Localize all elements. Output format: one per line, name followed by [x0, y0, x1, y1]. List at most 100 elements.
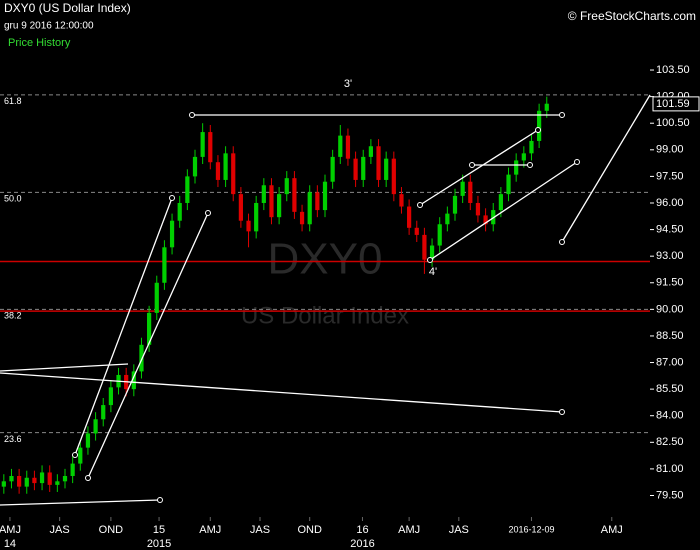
trend-line — [0, 499, 161, 506]
candle-body — [330, 156, 335, 182]
candle-body — [1, 481, 6, 487]
handle — [427, 257, 433, 263]
x-tick-label: AMJ — [0, 524, 21, 536]
candle-body — [315, 192, 320, 211]
y-tick-label: 99.00 — [656, 144, 684, 156]
candle-body — [544, 103, 549, 111]
candle-body — [338, 135, 343, 157]
candle-body — [284, 178, 289, 195]
fib-label: 50.0 — [4, 194, 22, 204]
y-tick-label: 81.00 — [656, 463, 684, 475]
y-tick-label: 93.00 — [656, 250, 684, 262]
candle-body — [292, 178, 297, 212]
candle-body — [514, 160, 519, 175]
candle-body — [78, 447, 83, 464]
candle-body — [299, 211, 305, 225]
candle-body — [200, 132, 205, 157]
handle — [205, 210, 211, 216]
watermark-subtitle: US Dollar Index — [241, 302, 409, 329]
candle-body — [452, 195, 458, 214]
handle — [527, 162, 533, 168]
copyright: © FreeStockCharts.com — [568, 9, 696, 23]
date: gru 9 2016 12:00:00 — [4, 21, 94, 32]
last-price-label: 101.59 — [656, 98, 690, 110]
x-tick-label: 15 — [153, 524, 165, 536]
x-tick-label: JAS — [250, 524, 270, 536]
x-tick-label: OND — [99, 524, 124, 536]
annotation: 3' — [344, 78, 352, 90]
y-tick-label: 88.50 — [656, 330, 684, 342]
candle-body — [93, 419, 98, 434]
x-year-label: 2015 — [147, 538, 171, 550]
fib-label: 38.2 — [4, 311, 22, 321]
candle-body — [437, 224, 442, 246]
candle-body — [361, 156, 366, 180]
handle — [169, 195, 175, 201]
trend-line — [0, 363, 129, 372]
y-tick-label: 94.50 — [656, 223, 684, 235]
candle-body — [131, 371, 136, 390]
candle-body — [108, 387, 113, 406]
candle-body — [223, 153, 228, 180]
candle-body — [238, 194, 243, 221]
y-tick-label: 79.50 — [656, 489, 684, 501]
candle-body — [17, 475, 22, 487]
candle-body — [39, 472, 45, 484]
candle-body — [139, 344, 144, 372]
trend-lines — [0, 94, 651, 506]
x-year-label: 2016 — [350, 538, 374, 550]
candle-body — [62, 475, 68, 482]
trend-line — [0, 372, 563, 413]
candle-body — [277, 194, 282, 218]
trend-line — [561, 94, 651, 243]
annotation: 4' — [429, 266, 437, 278]
candle-body — [307, 192, 312, 225]
y-tick-label: 103.50 — [656, 64, 690, 76]
candle-body — [483, 215, 488, 225]
trend-line — [429, 161, 578, 261]
chart-title: DXY0 (US Dollar Index) — [4, 1, 131, 15]
candle-body — [177, 202, 182, 221]
candle-body — [261, 185, 266, 203]
candle-body — [407, 206, 412, 228]
candle-body — [506, 174, 511, 195]
candle-body — [445, 213, 450, 225]
candle-body — [231, 153, 236, 195]
candle-body — [101, 405, 106, 420]
candle-body — [414, 227, 419, 235]
x-tick-label: 16 — [356, 524, 368, 536]
candle-body — [429, 245, 435, 260]
candle-body — [353, 158, 358, 180]
y-tick-label: 82.50 — [656, 436, 684, 448]
x-tick-label: JAS — [50, 524, 70, 536]
handle — [469, 162, 475, 168]
candle-body — [468, 181, 473, 203]
candle-body — [345, 135, 351, 159]
handle — [559, 112, 565, 118]
last-price-box — [652, 96, 700, 112]
trend-line — [87, 212, 209, 479]
candle-body — [384, 158, 389, 180]
y-tick-label: 85.50 — [656, 383, 684, 395]
candle-body — [254, 202, 259, 232]
candle-body — [368, 146, 373, 157]
candle-body — [376, 146, 381, 180]
candle-body — [391, 158, 396, 195]
x-tick-label: JAS — [449, 524, 469, 536]
fib-label: 61.8 — [4, 96, 22, 106]
y-tick-label: 84.00 — [656, 410, 684, 422]
candle-body — [322, 181, 328, 211]
y-tick-label: 97.50 — [656, 170, 684, 182]
candle-body — [399, 194, 404, 207]
y-tick-label: 96.00 — [656, 197, 684, 209]
x-tick-label: OND — [297, 524, 322, 536]
candle-body — [55, 481, 60, 485]
candle-body — [246, 220, 251, 232]
fib-label: 23.6 — [4, 434, 22, 444]
handle — [559, 409, 565, 415]
x-tick-label: AMJ — [199, 524, 221, 536]
handle — [85, 475, 91, 481]
candle-body — [498, 194, 503, 211]
candle-body — [47, 472, 52, 485]
